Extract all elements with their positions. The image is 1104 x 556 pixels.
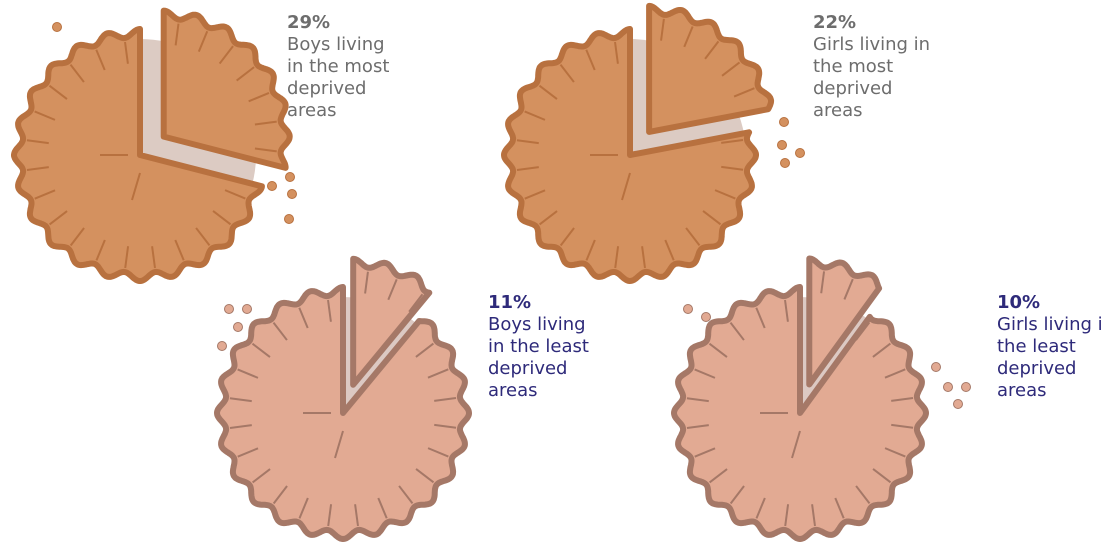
pie-label: Boys living in the least deprived areas bbox=[488, 314, 606, 402]
value-label: 29% bbox=[287, 12, 405, 34]
crumb bbox=[780, 118, 789, 127]
crumb bbox=[53, 23, 62, 32]
pie-rest bbox=[217, 287, 469, 539]
pie bbox=[14, 11, 297, 281]
crumb bbox=[243, 305, 252, 314]
crumb bbox=[954, 400, 963, 409]
slice bbox=[164, 11, 290, 168]
crumb bbox=[285, 215, 294, 224]
crumb bbox=[268, 182, 277, 191]
crumb bbox=[796, 149, 805, 158]
pie bbox=[217, 259, 469, 539]
crumb bbox=[225, 305, 234, 314]
pie-rest bbox=[674, 287, 926, 539]
crumb bbox=[684, 305, 693, 314]
crumb bbox=[288, 190, 297, 199]
crumb bbox=[702, 313, 711, 322]
value-label: 22% bbox=[813, 12, 931, 34]
pie-label: Girls living in the most deprived areas bbox=[813, 34, 931, 122]
crumb bbox=[962, 383, 971, 392]
pie-label: Boys living in the most deprived areas bbox=[287, 34, 405, 122]
slice-group bbox=[164, 11, 290, 168]
pie bbox=[504, 6, 805, 281]
page: (() => { const data = JSON.parse(documen… bbox=[0, 0, 1104, 556]
crumb bbox=[218, 342, 227, 351]
pie bbox=[674, 259, 971, 540]
slice bbox=[649, 6, 771, 132]
value-label: 11% bbox=[488, 292, 606, 314]
crumb bbox=[234, 323, 243, 332]
chart bbox=[0, 0, 1104, 556]
crumb bbox=[781, 159, 790, 168]
slice-group bbox=[649, 6, 771, 132]
crumb bbox=[932, 363, 941, 372]
crumb bbox=[778, 141, 787, 150]
value-label: 10% bbox=[997, 292, 1104, 314]
pie-label: Girls living in the least deprived areas bbox=[997, 314, 1104, 402]
crumb bbox=[944, 383, 953, 392]
crumb bbox=[286, 173, 295, 182]
